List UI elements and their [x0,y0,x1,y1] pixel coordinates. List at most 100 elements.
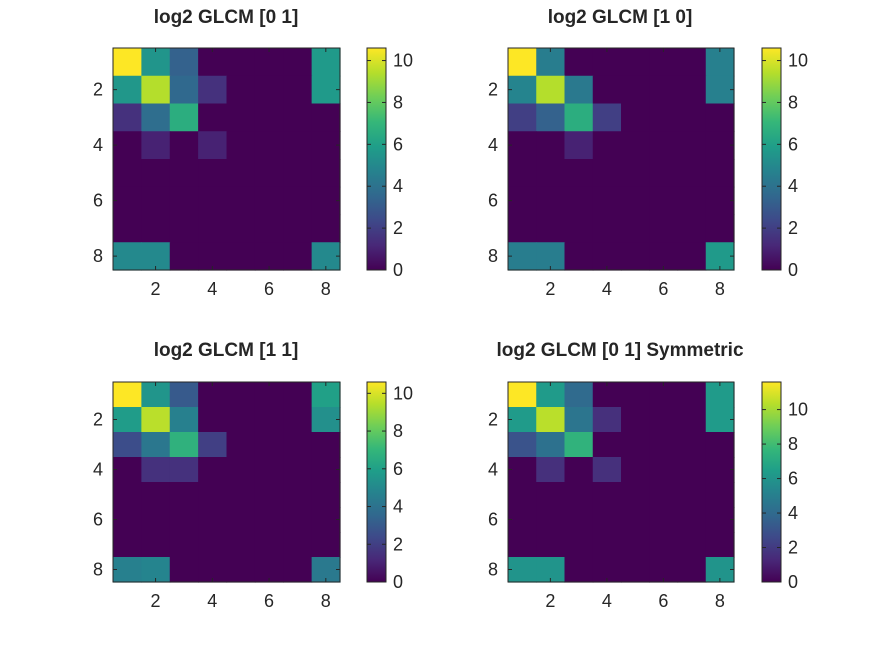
heatmap-cell [536,242,566,271]
heatmap-cell [254,186,284,216]
heatmap-cell [705,457,735,483]
colorbar-tick-label: 0 [788,260,798,280]
heatmap-cell [621,159,650,188]
colorbar-tick-label: 8 [393,92,403,112]
y-tick-label: 4 [93,135,103,155]
heatmap-cell [226,103,256,132]
heatmap-cell [705,407,735,433]
heatmap-cell [113,159,142,188]
colorbar-tick-label: 2 [788,218,798,238]
heatmap-cell [705,382,735,408]
heatmap-cell [649,48,679,77]
heatmap-cell [283,457,313,483]
heatmap-cell [621,457,650,483]
x-tick-label: 8 [321,279,331,299]
heatmap-cell [621,214,650,243]
heatmap-cell [254,103,284,132]
heatmap-cell [113,103,142,132]
y-tick-label: 4 [93,460,103,480]
colorbar-tick-label: 6 [393,459,403,479]
heatmap-cell [705,214,735,243]
heatmap-cell [283,159,313,188]
heatmap-cell [141,507,171,533]
colorbar-tick-label: 10 [393,383,413,403]
heatmap-cell [508,214,537,243]
y-tick-label: 6 [93,191,103,211]
heatmap-cell [226,214,256,243]
heatmap-cell [226,407,256,433]
heatmap-cell [311,242,341,271]
heatmap-cell [254,382,284,408]
heatmap-cell [564,103,594,132]
x-tick-label: 2 [545,591,555,611]
colorbar [367,382,386,582]
heatmap-cell [564,131,594,160]
heatmap-cell [169,382,199,408]
heatmap-cell [198,48,228,77]
heatmap-cell [283,242,313,271]
heatmap-cell [141,159,171,188]
heatmap-cell [649,482,679,508]
panel-title: log2 GLCM [0 1] [154,7,299,28]
heatmap-cell [198,482,228,508]
y-tick-label: 2 [488,80,498,100]
heatmap-cell [508,407,537,433]
heatmap-cell [536,131,566,160]
colorbar-frame [366,381,387,583]
colorbar-tick-label: 8 [393,421,403,441]
heatmap-cell [113,214,142,243]
heatmap-cell [113,131,142,160]
heatmap-cell [564,432,594,458]
heatmap-cell [705,103,735,132]
heatmap-cell [564,532,594,558]
heatmap-cell [226,482,256,508]
heatmap-cell [621,48,650,77]
x-tick-label: 2 [545,279,555,299]
colorbar-tick-label: 8 [788,434,798,454]
heatmap-cell [254,532,284,558]
y-tick-label: 6 [488,510,498,530]
heatmap-cell [705,159,735,188]
x-tick-label: 6 [658,591,668,611]
heatmap-cell [283,407,313,433]
heatmap-cell [141,48,171,77]
heatmap-cell [592,482,622,508]
heatmap-cell [141,103,171,132]
heatmap-panel-4: log2 GLCM [0 1] Symmetric 2 4 6 8 2 4 6 8 0 2 4 6 8 10 [488,340,808,611]
colorbar-tick-label: 10 [788,51,808,71]
heatmap-cell [649,103,679,132]
heatmap-cell [254,407,284,433]
axes-frame [507,47,735,271]
heatmap-cell [113,557,142,583]
heatmap-cell [169,482,199,508]
heatmap-cell [311,482,341,508]
heatmap-cell [592,131,622,160]
x-tick-label: 2 [151,279,161,299]
x-tick-label: 8 [715,591,725,611]
heatmap-cell [677,242,707,271]
heatmap-cell [283,557,313,583]
heatmap-cell [592,507,622,533]
heatmap-cell [169,507,199,533]
heatmap-cell [592,457,622,483]
heatmap-cell [705,75,735,105]
heatmap-cell [311,103,341,132]
heatmap-cell [226,532,256,558]
heatmap-cell [649,532,679,558]
heatmap-cell [113,432,142,458]
heatmap-panel-3: log2 GLCM [1 1] 2 4 6 8 2 4 6 8 0 2 4 6 8 10 [93,340,413,611]
heatmap-cell [169,242,199,271]
heatmap-cell [113,507,142,533]
heatmap-cell [141,532,171,558]
heatmap-cell [198,382,228,408]
axes-frame [112,47,341,271]
heatmap-cell [621,557,650,583]
colorbar-tick-label: 4 [393,497,403,517]
heatmap-cell [169,407,199,433]
heatmap-cell [141,482,171,508]
heatmap-cell [226,432,256,458]
colorbar-tick-label: 0 [788,572,798,592]
heatmap-cell [677,457,707,483]
heatmap-cell [508,432,537,458]
heatmap-cell [141,432,171,458]
